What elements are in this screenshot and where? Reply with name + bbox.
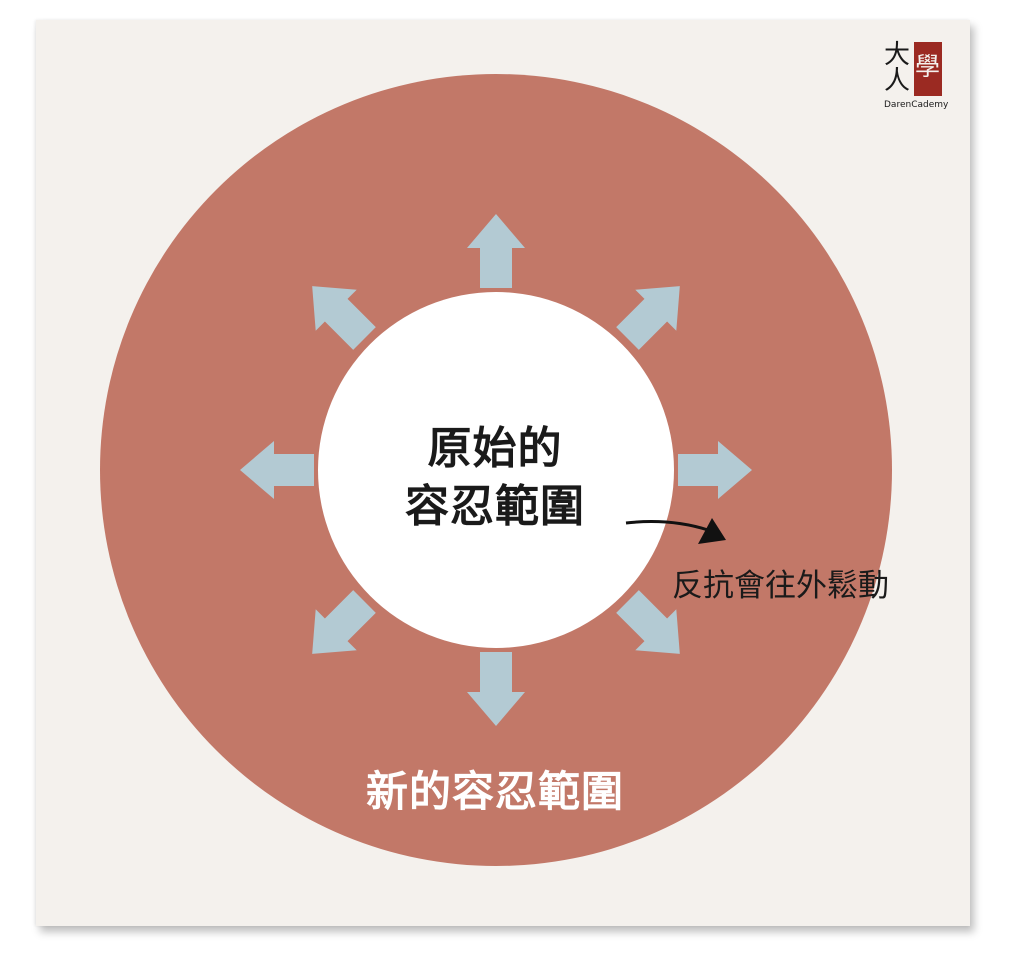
- outer-label: 新的容忍範圍: [365, 767, 624, 816]
- original-tolerance-circle: [318, 292, 674, 648]
- expansion-arrow-down-left: [312, 590, 376, 654]
- annotation-arrow-line: [625, 520, 709, 532]
- expansion-arrows: [240, 214, 752, 726]
- expansion-arrow-up: [467, 214, 525, 288]
- logo-glyph-2: 人: [884, 66, 911, 96]
- logo-red-block: 學: [914, 42, 942, 96]
- inner-label-line-2: 容忍範圍: [405, 481, 585, 532]
- expansion-arrow-down: [467, 652, 525, 726]
- expansion-arrow-up-right: [616, 286, 680, 350]
- logo-glyph-1: 大: [884, 40, 911, 70]
- expansion-arrow-left: [240, 441, 314, 499]
- inner-label-line-1: 原始的: [427, 423, 563, 474]
- logo-glyph-red: 學: [915, 52, 941, 81]
- expansion-arrow-right: [678, 441, 752, 499]
- expansion-arrow-down-right: [616, 590, 680, 654]
- expansion-arrow-up-left: [312, 286, 376, 350]
- annotation-arrow-head: [698, 518, 726, 544]
- annotation-label: 反抗會往外鬆動: [672, 568, 889, 604]
- logo: 大 人 學 DarenCademy: [884, 42, 954, 114]
- logo-caption: DarenCademy: [884, 100, 949, 110]
